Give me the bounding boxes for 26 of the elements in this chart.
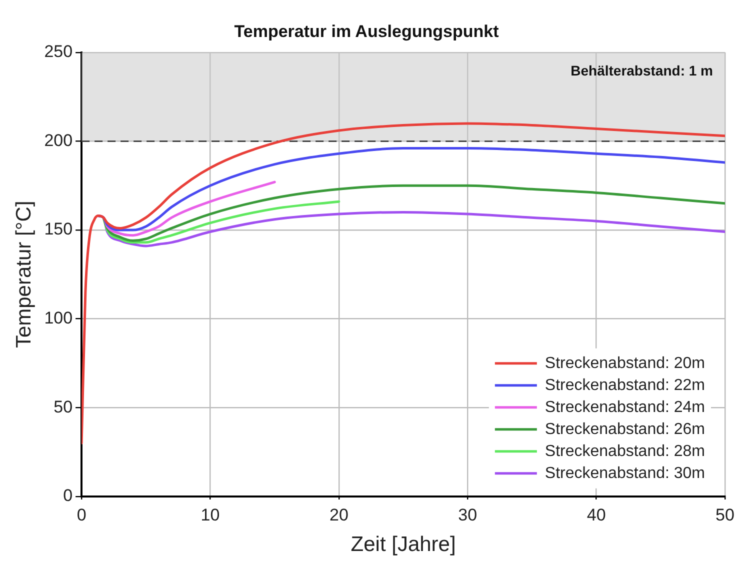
chart-title: Temperatur im Auslegungspunkt	[234, 22, 500, 41]
legend-label: Streckenabstand: 24m	[544, 398, 705, 416]
y-tick-label: 150	[44, 220, 73, 239]
line-series	[102, 200, 340, 244]
y-tick-label: 0	[63, 486, 73, 506]
y-tick-label: 50	[54, 397, 73, 416]
x-tick-label: 40	[586, 505, 606, 524]
y-tick-label: 200	[44, 130, 73, 150]
x-tick-label: 30	[458, 505, 478, 524]
x-tick-label: 0	[76, 505, 86, 524]
legend-label: Streckenabstand: 28m	[544, 442, 705, 460]
y-tick-label: 100	[44, 308, 73, 328]
legend-label: Streckenabstand: 26m	[544, 420, 705, 438]
x-tick-label: 50	[716, 505, 734, 524]
x-axis-title: Zeit [Jahre]	[350, 533, 456, 556]
x-tick-label: 10	[200, 505, 220, 524]
x-tick-label: 20	[329, 505, 348, 524]
y-tick-label: 250	[44, 42, 73, 62]
line-series	[97, 147, 725, 232]
legend-label: Streckenabstand: 22m	[544, 376, 705, 394]
legend-label: Streckenabstand: 30m	[544, 464, 705, 482]
band-label: Behälterabstand: 1 m	[570, 62, 713, 78]
line-series	[102, 184, 725, 242]
line-series	[82, 122, 725, 444]
y-axis-title: Temperatur [°C]	[12, 200, 36, 348]
legend-label: Streckenabstand: 20m	[544, 354, 705, 372]
